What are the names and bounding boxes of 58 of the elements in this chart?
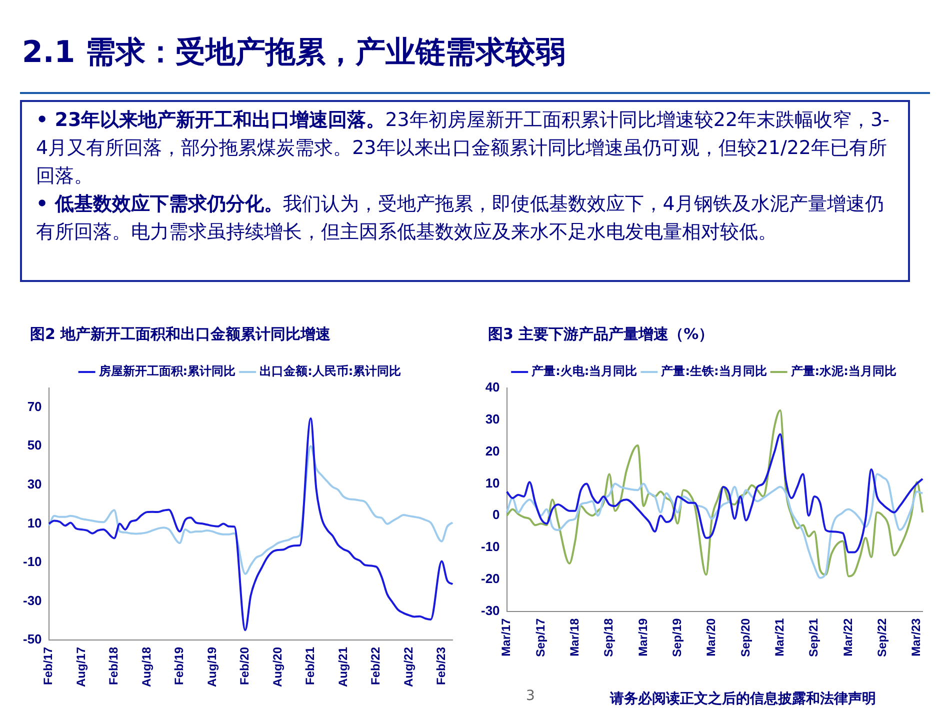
x-tick-label: Feb/23 xyxy=(434,646,448,686)
text: • 23年以来地产新开工和出口增速回落。23年初房屋新开工面积累计同比增速较22年末跌幅收窄，3-4月又有所回落，部分拖累煤炭需求。23年以来出口金额累计同比增速虽仍可观，但较21/22年已有所回落。 xyxy=(36,108,891,189)
y-tick-label: -10 xyxy=(22,554,42,570)
legend-label: 产量:水泥:当月同比 xyxy=(790,364,896,378)
y-tick-label: 20 xyxy=(485,443,500,458)
x-tick-label: Feb/17 xyxy=(41,646,56,686)
x-tick-label: Mar/22 xyxy=(840,618,855,656)
x-tick-label: Feb/20 xyxy=(238,646,252,686)
line-series xyxy=(48,445,454,575)
x-tick-label: Feb/19 xyxy=(172,646,186,686)
legend-label: 房屋新开工面积:累计同比 xyxy=(98,364,236,378)
x-tick-label: Sep/20 xyxy=(738,618,752,658)
x-tick-label: Mar/20 xyxy=(704,618,718,656)
legend-label: 产量:生铁:当月同比 xyxy=(660,364,767,378)
x-tick-label: Aug/18 xyxy=(139,646,154,688)
x-tick-label: Mar/21 xyxy=(772,618,787,656)
text: 请务必阅读正文之后的信息披露和法律声明 xyxy=(610,690,876,708)
x-tick-label: Feb/21 xyxy=(303,646,318,686)
y-tick-label: -20 xyxy=(480,570,500,586)
y-tick-label: 40 xyxy=(485,380,500,395)
x-tick-label: Sep/17 xyxy=(533,618,548,658)
chart-title: 图2 地产新开工面积和出口金额累计同比增速 xyxy=(30,325,331,344)
x-tick-label: Sep/22 xyxy=(875,618,890,658)
line-series xyxy=(506,473,924,579)
x-tick-label: Mar/23 xyxy=(909,618,924,656)
y-tick-label: 10 xyxy=(485,475,500,490)
y-tick-label: 70 xyxy=(27,398,42,414)
y-tick-label: -10 xyxy=(480,539,500,554)
x-tick-label: Sep/18 xyxy=(602,618,616,658)
y-tick-label: 10 xyxy=(27,515,42,530)
y-tick-label: 50 xyxy=(27,438,42,453)
y-tick-label: 30 xyxy=(485,411,500,426)
legend-label: 产量:火电:当月同比 xyxy=(530,364,638,378)
line-series xyxy=(506,409,924,578)
x-tick-label: Aug/17 xyxy=(74,646,88,688)
x-tick-label: Aug/21 xyxy=(336,646,350,688)
y-tick-label: -30 xyxy=(480,602,500,618)
text: 2.1 需求：受地产拖累，产业链需求较弱 xyxy=(22,34,566,72)
legend-label: 出口金额:人民币:累计同比 xyxy=(260,364,402,378)
x-tick-label: Sep/19 xyxy=(670,618,684,658)
x-tick-label: Mar/19 xyxy=(636,618,650,656)
x-tick-label: Feb/22 xyxy=(368,646,383,686)
y-tick-label: -50 xyxy=(22,632,42,647)
y-tick-label: 30 xyxy=(27,476,42,492)
x-tick-label: Aug/20 xyxy=(270,646,284,688)
y-tick-label: 0 xyxy=(492,507,500,522)
text: • 低基数效应下需求仍分化。我们认为，受地产拖累，即使低基数效应下，4月钢铁及水泥产量增速仍有所回落。电力需求虽持续增长，但主因系低基数效应及来水不足水电发电量相对较低。 xyxy=(36,192,885,245)
text: 3 xyxy=(526,688,535,704)
line-series xyxy=(506,433,924,554)
x-tick-label: Sep/21 xyxy=(806,618,821,658)
x-tick-label: Aug/22 xyxy=(401,646,416,688)
chart-title: 图3 主要下游产品产量增速（%） xyxy=(488,325,714,344)
x-tick-label: Feb/18 xyxy=(106,646,121,686)
x-tick-label: Mar/17 xyxy=(499,618,514,656)
x-tick-label: Mar/18 xyxy=(567,618,582,656)
line-series xyxy=(48,417,454,632)
y-tick-label: -30 xyxy=(22,592,42,608)
x-tick-label: Aug/19 xyxy=(204,646,219,688)
